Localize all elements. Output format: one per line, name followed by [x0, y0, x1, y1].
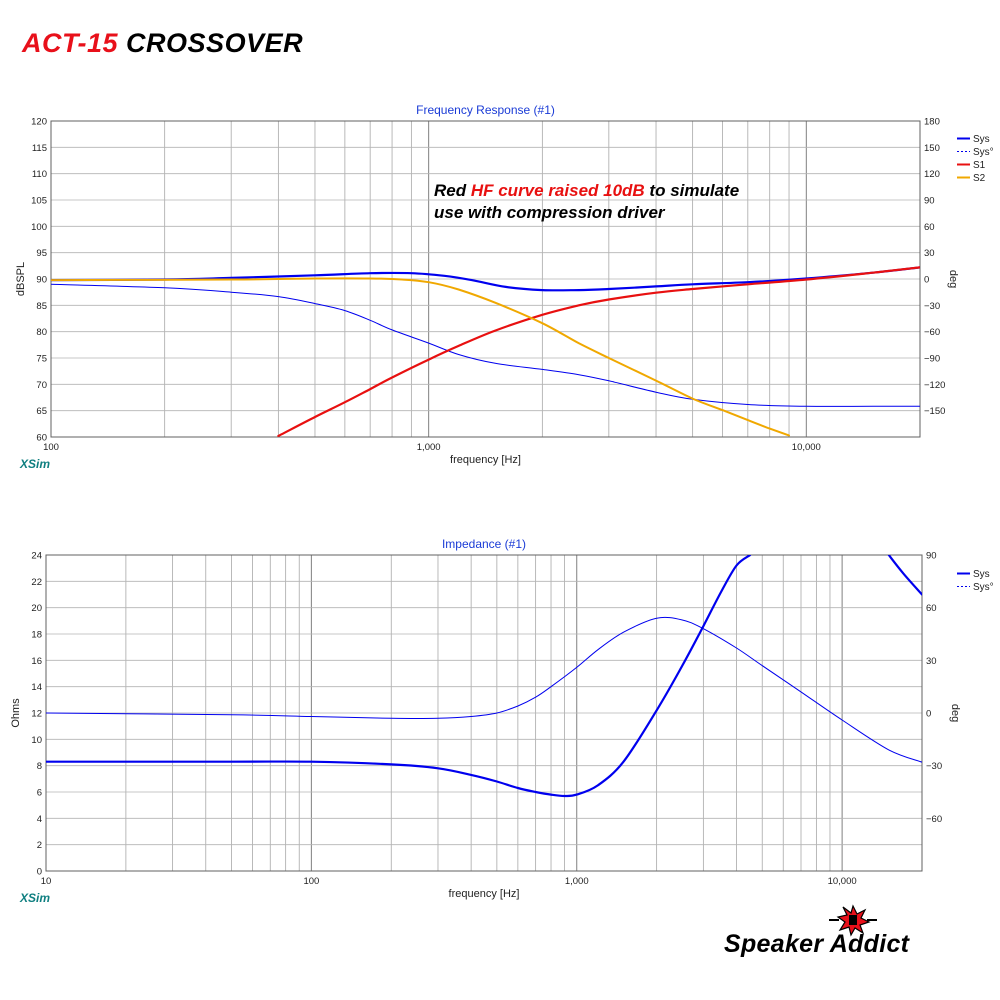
x-tick-label: 10,000 [828, 876, 857, 887]
x-tick-label: 100 [43, 442, 59, 453]
y2-tick-label: 150 [924, 143, 940, 154]
y2-tick-label: −60 [926, 814, 942, 825]
y-tick-label: 12 [31, 709, 42, 720]
y2-tick-label: −150 [924, 406, 945, 417]
legend-label: Sys [973, 134, 990, 145]
series-sys-line [46, 616, 922, 763]
logo-icon [829, 904, 877, 937]
series-s2-line [51, 277, 790, 437]
y2-tick-label: 60 [924, 222, 935, 233]
y2-tick-label: −60 [924, 327, 940, 338]
y2-axis-label: deg [947, 270, 959, 288]
x-tick-label: 1,000 [565, 876, 589, 887]
y-tick-label: 16 [31, 656, 42, 667]
y2-tick-label: −90 [924, 354, 940, 365]
annotation-simulate: to simulate [645, 181, 739, 200]
y2-tick-label: 0 [926, 709, 931, 720]
xsim-watermark: XSim [19, 891, 50, 905]
x-tick-label: 1,000 [417, 442, 441, 453]
legend-label: S1 [973, 160, 986, 171]
series-sys-upper-line [887, 555, 922, 596]
y-tick-label: 20 [31, 603, 42, 614]
series-sys-line [51, 266, 920, 292]
y2-tick-label: 0 [924, 275, 929, 286]
annotation-line2: use with compression driver [434, 203, 666, 222]
chart-2: Impedance (#1)024681012141618202224−60−3… [10, 537, 994, 905]
y-tick-label: 110 [32, 169, 47, 180]
y-tick-label: 6 [37, 788, 42, 799]
page-title-model: ACT-15 [22, 28, 119, 58]
y-tick-label: 105 [31, 196, 47, 207]
y-axis-label: Ohms [10, 698, 22, 728]
y2-tick-label: −30 [924, 301, 940, 312]
y-tick-label: 8 [37, 761, 42, 772]
y-tick-label: 4 [37, 814, 42, 825]
legend-label: Sys° [973, 582, 994, 593]
grid [46, 555, 922, 871]
annotation-line1: Red HF curve raised 10dB to simulate [434, 181, 739, 200]
y2-tick-label: −120 [924, 380, 945, 391]
x-tick-label: 10 [41, 876, 52, 887]
y2-tick-label: −30 [926, 761, 942, 772]
chart-title: Frequency Response (#1) [416, 103, 555, 117]
xsim-watermark: XSim [19, 457, 50, 471]
y-tick-label: 95 [36, 248, 47, 259]
annotation-hf: HF curve raised 10dB [471, 181, 645, 200]
y-tick-label: 65 [36, 406, 47, 417]
y-axis-label: dBSPL [15, 262, 27, 296]
y-tick-label: 90 [36, 275, 47, 286]
y2-tick-label: 90 [924, 196, 935, 207]
chart-title: Impedance (#1) [442, 537, 526, 551]
logo-speaker [849, 915, 857, 925]
y-tick-label: 0 [37, 867, 42, 878]
y2-tick-label: 30 [924, 248, 935, 259]
chart-1: Frequency Response (#1) 60 65 70 75 80 85 90 95 1… [15, 103, 994, 471]
page-title-crossover: CROSSOVER [126, 28, 304, 58]
annotation-red: Red [434, 181, 471, 200]
legend: Sys Sys° [957, 569, 994, 593]
y-tick-label: 22 [31, 577, 42, 588]
brand-logo-text: Speaker Addict [724, 930, 910, 958]
series-s1-line [277, 266, 920, 437]
series-group [51, 266, 920, 437]
legend: Sys Sys° S1 S2 [957, 134, 994, 184]
y-tick-label: 70 [36, 380, 47, 391]
y2-axis-label: deg [949, 704, 961, 722]
y-tick-label: 75 [36, 354, 47, 365]
y2-tick-label: 90 [926, 551, 937, 562]
y-tick-label: 100 [31, 222, 47, 233]
legend-label: Sys° [973, 147, 994, 158]
y2-tick-label: 180 [924, 117, 940, 128]
y-tick-label: 10 [31, 735, 42, 746]
series-sys-line [51, 283, 920, 407]
series-sys-line [46, 555, 752, 798]
page-title: ACT-15 CROSSOVER [22, 28, 303, 59]
y-tick-label: 85 [36, 301, 47, 312]
y-tick-label: 60 [36, 433, 47, 444]
y2-tick-label: 60 [926, 603, 937, 614]
x-axis-label: frequency [Hz] [449, 888, 520, 900]
x-tick-label: 100 [303, 876, 319, 887]
y2-tick-label: 30 [926, 656, 937, 667]
y-tick-label: 18 [31, 630, 42, 641]
legend-label: Sys [973, 569, 990, 580]
y-tick-label: 115 [32, 143, 47, 154]
y-tick-label: 120 [31, 117, 47, 128]
y-tick-label: 14 [31, 682, 42, 693]
legend-label: S2 [973, 173, 986, 184]
y-tick-label: 24 [31, 551, 42, 562]
x-tick-label: 10,000 [792, 442, 821, 453]
series-group [46, 555, 922, 798]
y2-tick-label: 120 [924, 169, 940, 180]
y-tick-label: 80 [36, 327, 47, 338]
x-axis-label: frequency [Hz] [450, 454, 521, 466]
y-tick-label: 2 [37, 840, 42, 851]
